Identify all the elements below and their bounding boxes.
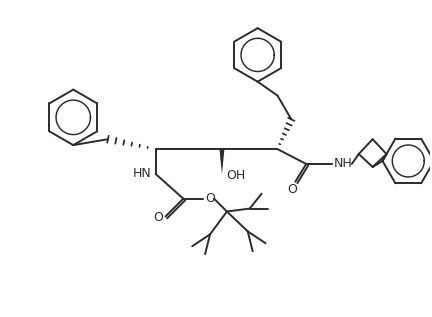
Text: OH: OH [226, 169, 245, 182]
Text: O: O [205, 192, 215, 205]
Polygon shape [219, 149, 225, 174]
Text: O: O [287, 183, 297, 196]
Text: HN: HN [132, 167, 151, 180]
Text: O: O [153, 211, 163, 224]
Text: NH: NH [334, 158, 352, 171]
